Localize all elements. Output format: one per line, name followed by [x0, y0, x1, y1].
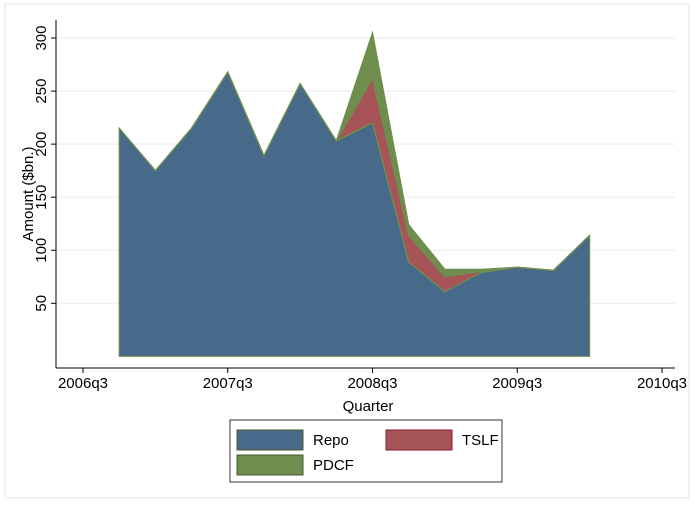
x-tick-label: 2009q3: [492, 375, 542, 392]
y-tick-label: 200: [33, 132, 50, 157]
x-tick-label: 2007q3: [203, 375, 253, 392]
y-tick-label: 50: [33, 295, 50, 312]
legend-label: Repo: [313, 432, 349, 449]
x-tick-label: 2010q3: [637, 375, 687, 392]
x-tick-label: 2006q3: [58, 375, 108, 392]
y-tick-label: 250: [33, 79, 50, 104]
x-tick-label: 2008q3: [347, 375, 397, 392]
legend-swatch: [236, 429, 304, 451]
legend-label: PDCF: [313, 457, 354, 474]
y-tick-label: 150: [33, 185, 50, 210]
legend-label: TSLF: [462, 432, 499, 449]
y-axis-label: Amount ($bn.): [20, 146, 37, 241]
x-axis-label: Quarter: [343, 398, 394, 415]
y-tick-label: 300: [33, 26, 50, 51]
legend-swatch: [236, 454, 304, 476]
legend-swatch: [385, 429, 453, 451]
y-tick-label: 100: [33, 238, 50, 263]
